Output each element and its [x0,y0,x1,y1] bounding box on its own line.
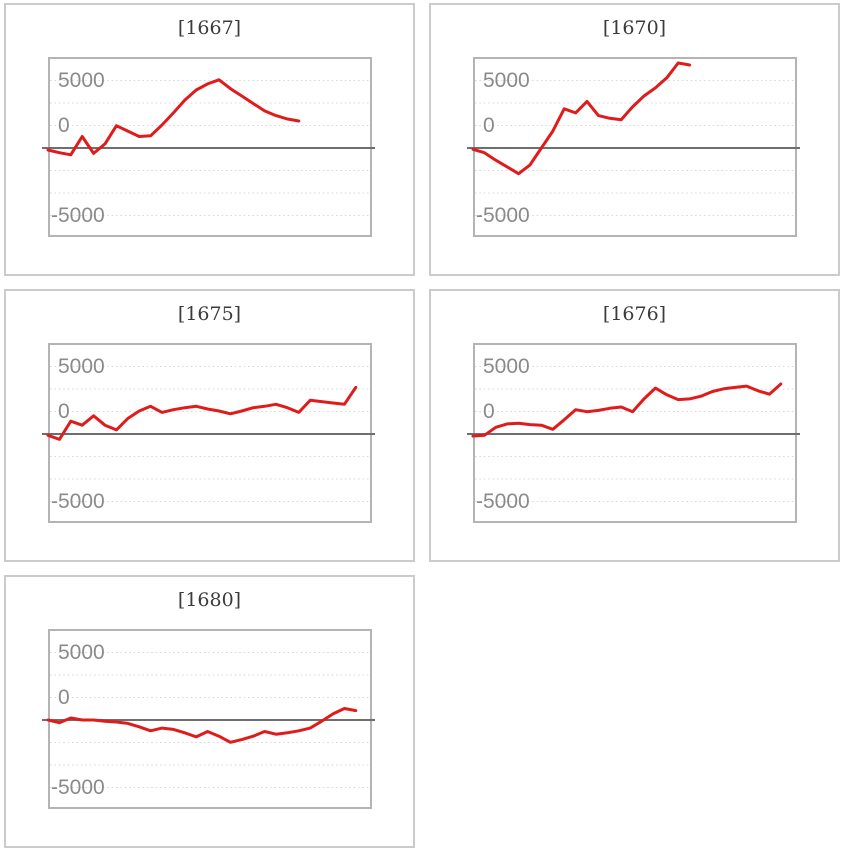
chart-plot: 5000 0 -5000 [42,57,375,237]
y-axis-label: -5000 [51,490,105,513]
y-axis-label: 5000 [483,355,530,378]
chart-title: [1676] [602,303,667,325]
chart-plot: 5000 0 -5000 [467,57,800,237]
y-axis-label: -5000 [476,204,530,227]
y-axis-label: -5000 [51,776,105,799]
y-axis-label: 0 [58,686,70,709]
chart-card-1680: [1680] 5000 0 -5000 [4,575,415,848]
series-line [471,61,692,176]
chart-plot: 5000 0 -5000 [42,343,375,523]
y-axis-label: 5000 [483,69,530,92]
chart-title: [1680] [177,589,242,611]
series-line [46,385,358,441]
chart-card-1675: [1675] 5000 0 -5000 [4,289,415,562]
chart-title: [1670] [602,17,667,39]
series-line [46,78,301,157]
chart-title: [1667] [177,17,242,39]
y-axis-label: 0 [58,114,70,137]
chart-plot: 5000 0 -5000 [42,629,375,809]
chart-card-1667: [1667] 5000 0 -5000 [4,3,415,276]
y-axis-label: 0 [483,114,495,137]
y-axis-label: 5000 [58,641,105,664]
y-axis-label: -5000 [476,490,530,513]
series-line [471,382,783,438]
y-axis-label: 0 [483,400,495,423]
y-axis-label: 5000 [58,355,105,378]
y-axis-label: 0 [58,400,70,423]
chart-card-1670: [1670] 5000 0 -5000 [429,3,840,276]
chart-title: [1675] [177,303,242,325]
series-line [46,707,358,744]
chart-card-1676: [1676] 5000 0 -5000 [429,289,840,562]
chart-plot: 5000 0 -5000 [467,343,800,523]
y-axis-label: 5000 [58,69,105,92]
y-axis-label: -5000 [51,204,105,227]
